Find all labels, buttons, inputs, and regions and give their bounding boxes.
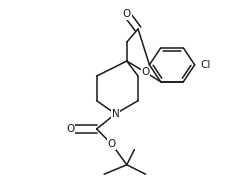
Text: N: N [112,109,119,119]
Text: O: O [108,139,116,149]
Text: Cl: Cl [201,60,211,70]
Text: O: O [123,9,131,19]
Text: O: O [141,67,150,77]
Text: O: O [66,124,74,134]
